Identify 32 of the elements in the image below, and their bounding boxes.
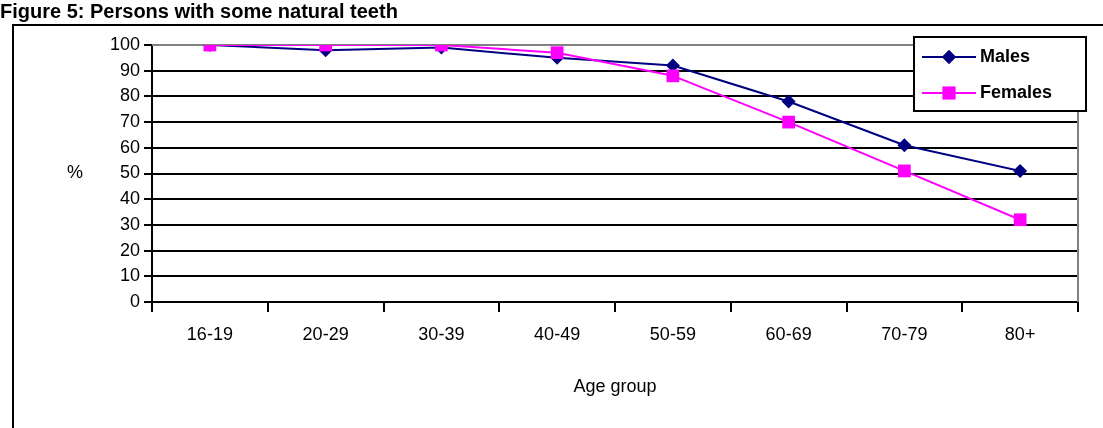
legend-label: Females — [980, 81, 1053, 102]
point — [897, 138, 912, 153]
point — [898, 164, 911, 178]
y-tick-label: 70 — [119, 111, 140, 132]
x-tick-label: 50-59 — [649, 323, 696, 344]
x-tick-label: 20-29 — [302, 323, 349, 344]
legend-label: Males — [980, 45, 1031, 66]
x-tick-label: 80+ — [1004, 323, 1036, 344]
y-axis-title: % — [66, 162, 84, 183]
y-tick-label: 100 — [109, 33, 140, 54]
y-tick-label: 60 — [119, 136, 140, 157]
x-axis-title: Age group — [573, 376, 657, 397]
x-tick-label: 40-49 — [534, 323, 581, 344]
x-tick-label: 60-69 — [765, 323, 812, 344]
point — [781, 94, 796, 109]
y-tick-label: 40 — [119, 188, 140, 209]
y-tick-label: 90 — [119, 59, 140, 80]
point — [782, 115, 795, 129]
point — [666, 69, 680, 83]
point — [1013, 213, 1027, 227]
y-tick-label: 30 — [119, 213, 140, 234]
point — [1013, 163, 1028, 178]
x-tick-label: 70-79 — [881, 323, 928, 344]
y-tick-label: 80 — [119, 85, 140, 106]
y-tick-label: 0 — [129, 290, 140, 311]
point — [550, 46, 564, 60]
y-tick-label: 10 — [119, 265, 140, 286]
y-tick-label: 50 — [119, 162, 140, 183]
chart-title: Figure 5: Persons with some natural teeth — [0, 0, 398, 22]
x-tick-label: 30-39 — [418, 323, 465, 344]
y-tick-label: 20 — [119, 239, 140, 260]
x-tick-label: 16-19 — [186, 323, 233, 344]
